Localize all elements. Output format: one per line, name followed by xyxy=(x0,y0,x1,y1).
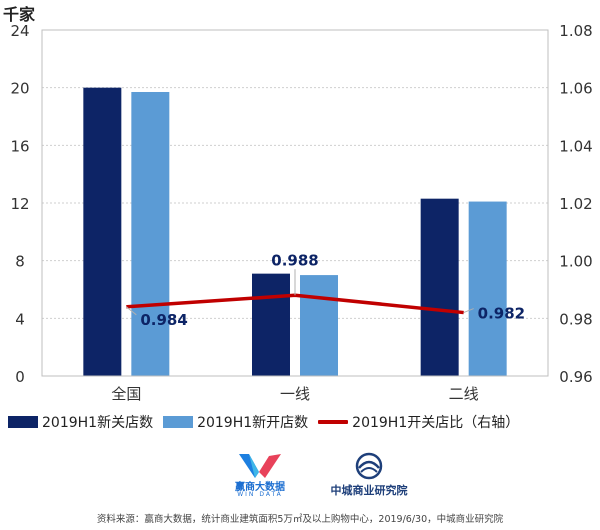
plot-frame xyxy=(41,29,549,377)
legend-swatch-ratio xyxy=(318,420,349,424)
axes: 0 4 8 12 16 20 24 0.96 0.98 1.00 1.02 1.04 1.06 1.08 千… xyxy=(3,5,593,403)
bar-closed xyxy=(252,273,290,376)
legend-item-opened: 2019H1新开店数 xyxy=(163,412,308,432)
y-left-tick-label: 16 xyxy=(10,137,29,155)
chart: 0.984 0.988 0.982 0 4 8 12 16 20 24 0.96 0.98 1.00 1… xyxy=(3,5,593,403)
source-note: 资料来源：赢商大数据，统计商业建筑面积5万㎡及以上购物中心，2019/6/30，… xyxy=(96,514,504,525)
zhongcheng-logo-name: 中城商业研究院 xyxy=(330,484,408,497)
y-right-tick-label: 0.98 xyxy=(559,310,592,328)
y-left-tick-label: 8 xyxy=(15,253,25,271)
y-right-tick-label: 1.02 xyxy=(559,195,592,213)
y-left-tick-label: 4 xyxy=(15,310,25,328)
windata-logo: 赢商大数据 WIN DATA xyxy=(225,452,295,502)
legend-item-ratio: 2019H1开关店比（右轴） xyxy=(318,412,519,432)
legend: 2019H1新关店数 2019H1新开店数 2019H1开关店比（右轴） xyxy=(8,409,598,435)
y-right-tick-label: 1.08 xyxy=(559,22,592,40)
legend-label-ratio: 2019H1开关店比（右轴） xyxy=(352,415,520,431)
bar-closed xyxy=(420,198,459,376)
x-tick-label: 全国 xyxy=(111,385,141,403)
zhongcheng-logo-icon xyxy=(355,452,383,480)
y-left-tick-label: 24 xyxy=(10,22,29,40)
x-tick-label: 二线 xyxy=(449,385,479,403)
y-right-tick-label: 0.96 xyxy=(559,368,592,386)
y-left-tick-label: 20 xyxy=(10,80,29,98)
data-labels: 0.984 0.988 0.982 xyxy=(126,251,525,329)
legend-item-closed: 2019H1新关店数 xyxy=(8,412,153,432)
y-right-tick-label: 1.06 xyxy=(559,80,592,98)
bar-closed xyxy=(83,87,122,377)
legend-label-opened: 2019H1新开店数 xyxy=(197,415,309,431)
y-right-tick-label: 1.00 xyxy=(559,253,592,271)
zhongcheng-logo: 中城商业研究院 xyxy=(309,452,429,502)
windata-logo-name: 赢商大数据 xyxy=(235,482,285,493)
legend-swatch-opened xyxy=(163,416,194,428)
logos: 赢商大数据 WIN DATA 中城商业研究院 xyxy=(225,452,425,502)
y-left-tick-label: 12 xyxy=(10,195,29,213)
ratio-data-label: 0.982 xyxy=(478,305,525,323)
legend-swatch-closed xyxy=(8,416,38,428)
data-label-leader xyxy=(126,306,137,316)
bar-opened xyxy=(300,275,338,376)
windata-logo-sub: WIN DATA xyxy=(237,491,283,498)
windata-logo-icon xyxy=(239,454,281,478)
data-label-leader xyxy=(463,308,474,314)
legend-label-closed: 2019H1新关店数 xyxy=(42,415,154,431)
ratio-data-label: 0.988 xyxy=(271,251,318,269)
y-right-tick-label: 1.04 xyxy=(559,137,592,155)
y-axis-unit-label: 千家 xyxy=(3,5,36,24)
y-left-tick-label: 0 xyxy=(15,368,25,386)
bars xyxy=(83,87,507,377)
ratio-data-label: 0.984 xyxy=(140,311,187,329)
bar-opened xyxy=(131,91,170,376)
x-tick-label: 一线 xyxy=(280,385,310,403)
bar-opened xyxy=(468,201,507,376)
